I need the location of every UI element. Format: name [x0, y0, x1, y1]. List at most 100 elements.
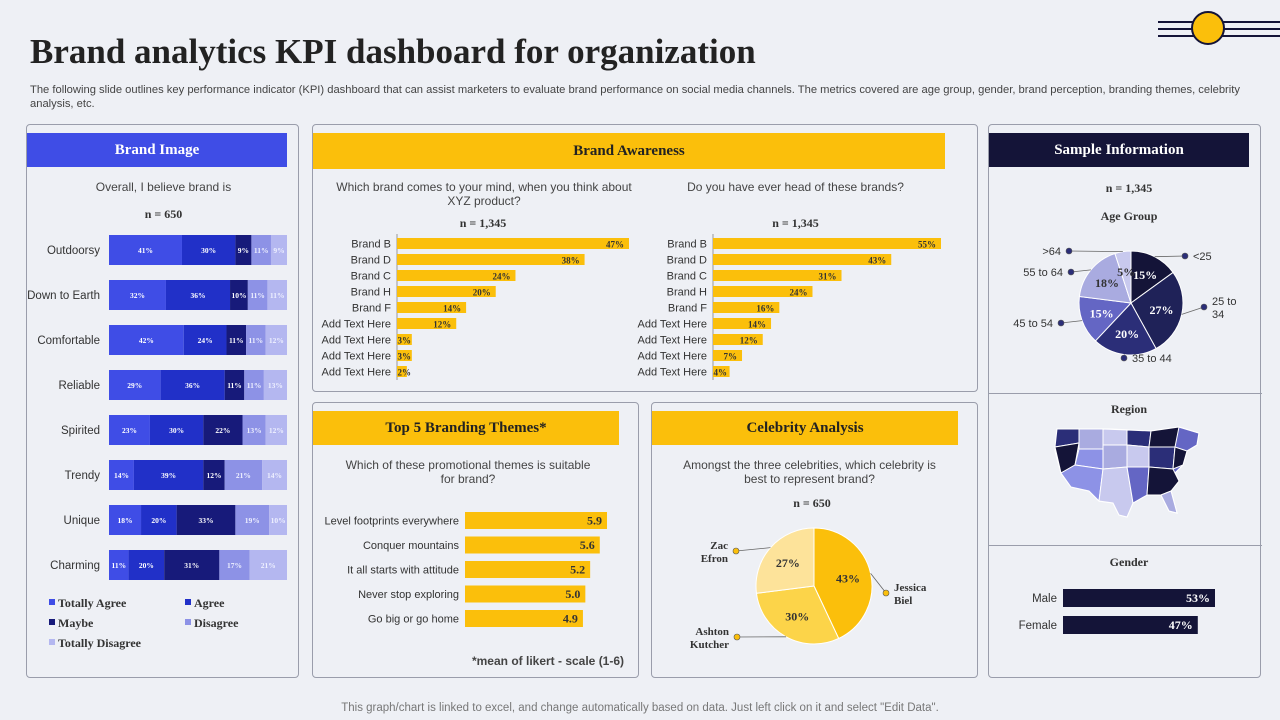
branding-themes-panel: Top 5 Branding Themes* Which of these pr…	[312, 402, 639, 678]
category-label: Kutcher	[690, 639, 729, 651]
bar	[465, 561, 591, 578]
celebrity-panel: Celebrity Analysis Amongst the three cel…	[651, 402, 978, 678]
category-label: Add Text Here	[321, 319, 391, 331]
data-label: 15%	[1090, 307, 1114, 321]
legend-swatch	[185, 599, 191, 605]
bar-segment	[109, 280, 166, 310]
category-label: It all starts with attitude	[347, 565, 459, 577]
brand-image-legend: Totally Agree Agree Maybe Disagree Totally D…	[49, 596, 239, 650]
pie-slice	[1078, 295, 1133, 342]
bar	[465, 585, 586, 603]
data-label: 47%	[606, 240, 624, 250]
brand-image-n: n = 650	[144, 207, 183, 221]
category-label: Brand B	[351, 239, 391, 251]
leader-dot	[732, 547, 740, 555]
bar-segment	[109, 505, 142, 535]
bar	[397, 366, 407, 377]
leader-dot	[1200, 303, 1208, 311]
gender-chart: Male 53% Female 47%	[1019, 589, 1215, 634]
age-group-title: Age Group	[1100, 209, 1158, 223]
bar-segment	[265, 325, 287, 355]
category-label: Add Text Here	[637, 335, 707, 347]
bar-segment	[149, 415, 204, 445]
awareness-n-1: n = 1,345	[459, 216, 507, 230]
sample-info-header: Sample Information	[989, 133, 1249, 167]
category-label: Brand D	[667, 255, 707, 267]
data-label: 53%	[1186, 591, 1210, 605]
bar-segment	[109, 235, 182, 265]
data-label: 3%	[398, 352, 412, 362]
category-label: Add Text Here	[321, 351, 391, 363]
bar-segment	[141, 505, 177, 535]
category-label: Trendy	[65, 470, 101, 482]
gender-title: Gender	[1109, 555, 1149, 569]
data-label: 7%	[724, 352, 738, 362]
category-label: 45 to 54	[1013, 318, 1053, 330]
legend-label: Maybe	[58, 616, 94, 630]
bar-segment	[203, 415, 243, 445]
celebrity-n: n = 650	[793, 496, 831, 510]
data-label: 18%	[1095, 276, 1119, 290]
bar	[465, 536, 600, 554]
data-label: 20%	[1115, 327, 1139, 341]
data-label: 31%	[819, 272, 837, 282]
category-label: Male	[1032, 593, 1057, 605]
data-label: 11%	[111, 561, 126, 570]
branding-themes-note: *mean of likert - scale (1-6)	[471, 654, 625, 668]
category-label: Brand H	[351, 287, 391, 299]
awareness-n-2: n = 1,345	[772, 216, 819, 230]
category-label: <25	[1193, 251, 1212, 263]
leader-dot	[1120, 354, 1128, 362]
leader-dot	[1057, 319, 1065, 327]
bar-segment	[164, 550, 220, 580]
branding-themes-question: Which of these promotional themes is sui…	[345, 458, 591, 486]
category-label: Ashton	[695, 626, 729, 638]
footer-note: This graph/chart is linked to excel, and…	[341, 702, 939, 714]
data-label: 30%	[785, 609, 809, 623]
bar-segment	[249, 550, 287, 580]
category-label: Brand F	[668, 303, 707, 315]
bar	[713, 254, 892, 265]
awareness-chart-2: Brand B 55% Brand D 43% Brand C 31% Brand H 24%…	[637, 234, 941, 380]
bar	[1063, 589, 1215, 607]
bar-segment	[133, 460, 204, 490]
bar-segment	[224, 370, 245, 400]
data-label: 21%	[236, 471, 251, 480]
category-label: Add Text Here	[637, 319, 707, 331]
data-label: 24%	[492, 272, 510, 282]
bar-segment	[181, 235, 236, 265]
data-label: 9%	[273, 246, 284, 255]
brand-image-chart: Outdoorsy 41% 30% 9% 11% 9% Down to Earth 32% 36…	[27, 235, 287, 580]
bar-segment	[165, 280, 231, 310]
awareness-question-1: Which brand comes to your mind, when you…	[336, 180, 632, 208]
data-label: 22%	[215, 426, 230, 435]
pie-slice	[1130, 250, 1174, 304]
category-label: 35 to 44	[1132, 353, 1172, 365]
data-label: 11%	[229, 336, 244, 345]
divider	[989, 393, 1262, 394]
us-region-map	[1054, 426, 1200, 518]
data-label: 5.6	[580, 538, 595, 552]
bar-segment	[219, 550, 250, 580]
bar-segment	[251, 235, 271, 265]
data-label: 12%	[433, 320, 451, 330]
data-label: 5.0	[565, 587, 580, 601]
category-label: Down to Earth	[27, 290, 100, 302]
data-label: 4%	[714, 368, 728, 378]
data-label: 32%	[130, 291, 145, 300]
brand-awareness-panel: Brand Awareness Which brand comes to you…	[312, 124, 978, 392]
data-label: 39%	[161, 471, 176, 480]
data-label: 9%	[238, 246, 249, 255]
data-label: 12%	[740, 336, 758, 346]
data-label: 36%	[191, 291, 206, 300]
bar	[713, 286, 813, 297]
data-label: 13%	[268, 381, 283, 390]
category-label: Add Text Here	[321, 335, 391, 347]
celebrity-question: Amongst the three celebrities, which cel…	[683, 458, 936, 486]
bar-segment	[244, 370, 264, 400]
data-label: 11%	[250, 291, 265, 300]
bar-segment	[262, 460, 287, 490]
bar	[397, 254, 585, 265]
bar-segment	[235, 505, 270, 535]
